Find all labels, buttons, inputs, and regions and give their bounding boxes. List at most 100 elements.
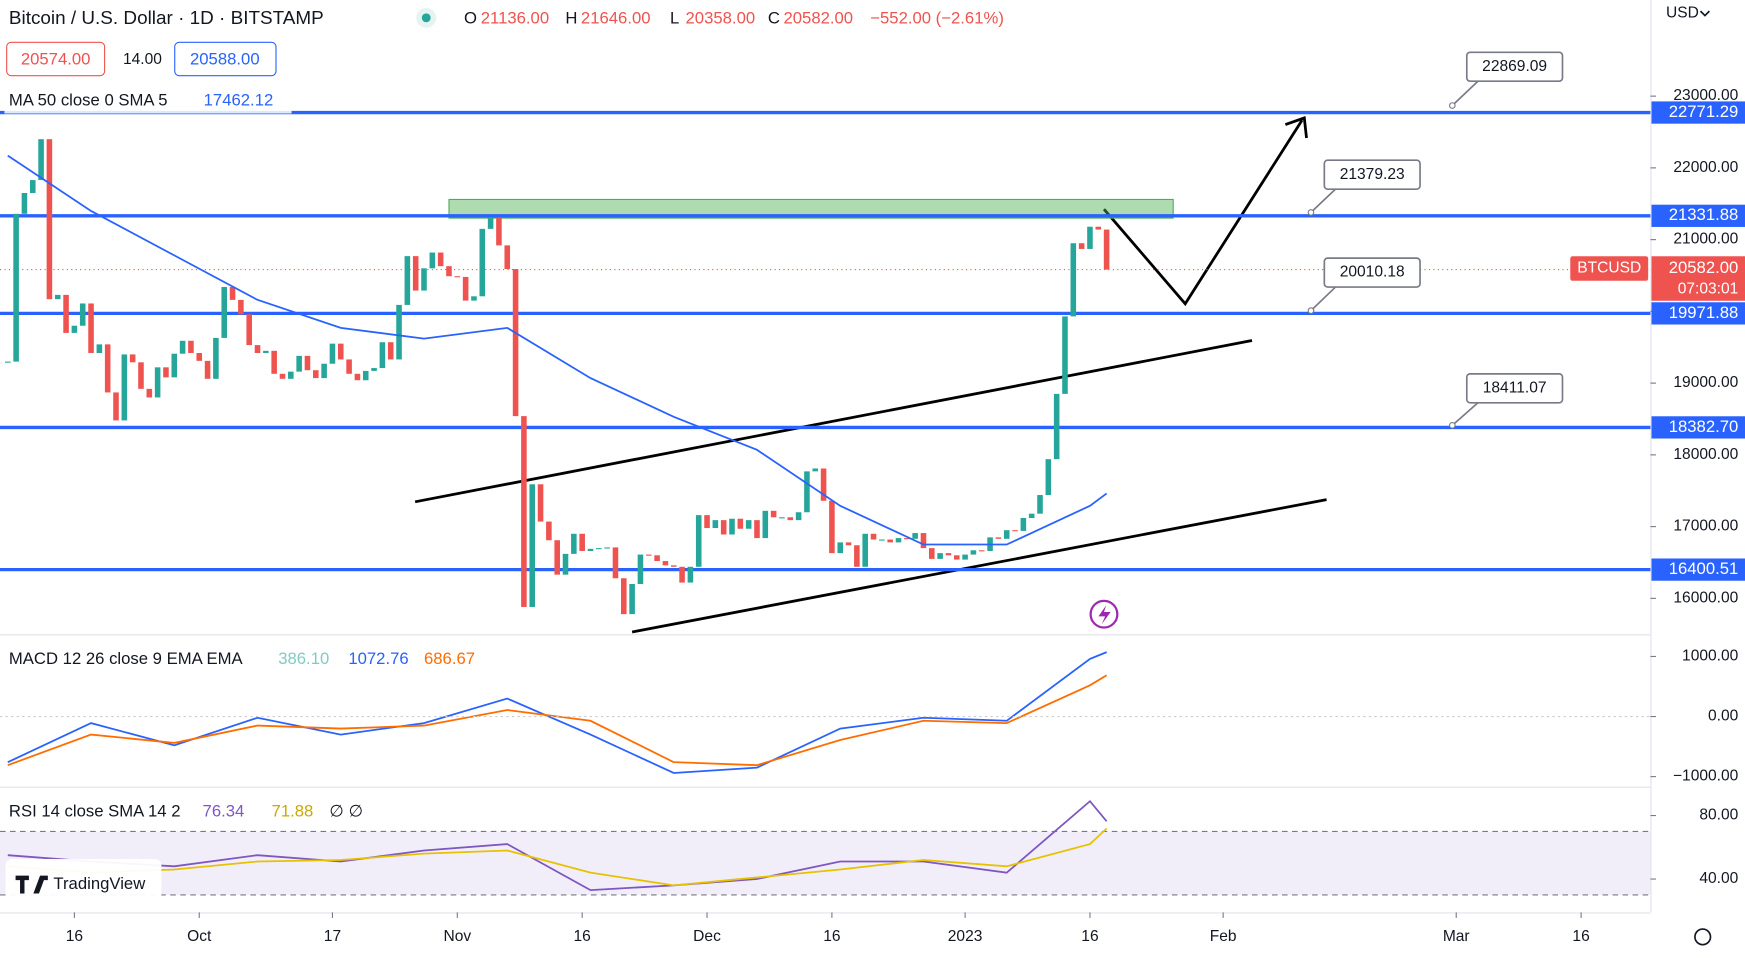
logo-box[interactable]: [5, 858, 162, 908]
ask-box[interactable]: [174, 41, 277, 77]
candle-body: [571, 533, 577, 554]
candle-body: [246, 314, 252, 346]
candle-body: [804, 471, 810, 513]
candle-body: [995, 537, 1002, 539]
candle-body: [662, 561, 669, 566]
candle-body: [1078, 243, 1085, 249]
candle-body: [929, 548, 935, 559]
symbol-tag: [1570, 256, 1649, 281]
candle-body: [762, 510, 769, 539]
y-tick-label: 40.00: [1699, 870, 1738, 887]
candle-body: [79, 303, 86, 326]
indicator-line: [7, 799, 1108, 892]
callout-box: [1323, 159, 1421, 190]
candle-body: [862, 533, 868, 567]
candle-body: [487, 218, 494, 229]
candle-body: [904, 538, 910, 540]
candle-body: [720, 520, 727, 535]
candle-body: [837, 542, 844, 554]
y-tick-label: −1000.00: [1673, 768, 1739, 785]
currency-selector[interactable]: USD: [1666, 4, 1699, 21]
x-tick-label: Dec: [693, 928, 721, 945]
x-tick-label: 16: [1081, 928, 1098, 945]
callout-leader: [1310, 188, 1337, 214]
candle-body: [179, 340, 186, 354]
candle-body: [21, 192, 28, 214]
callout-label: 18411.07: [1483, 379, 1547, 396]
candle-body: [854, 545, 860, 567]
candle-body: [529, 484, 536, 607]
callout-label: 20010.18: [1340, 264, 1405, 281]
candle-body: [63, 294, 69, 333]
candle-body: [462, 276, 469, 301]
candle-body: [704, 515, 710, 529]
moving-average: [7, 154, 1108, 546]
y-tick-label: 18000.00: [1673, 446, 1738, 463]
candle-body: [537, 484, 544, 522]
event-icon[interactable]: [1089, 599, 1119, 629]
candle-body: [745, 520, 752, 529]
x-tick-label: 16: [823, 928, 840, 945]
x-tick-label: 17: [324, 928, 341, 945]
indicator-line: [7, 651, 1107, 774]
last-price-label: 20582.00: [1669, 258, 1739, 277]
ohlc-value: 21136.00: [481, 8, 549, 27]
candle-body: [770, 510, 777, 518]
price-axis-bg: [1650, 0, 1745, 958]
level-tag: [1651, 416, 1745, 439]
candle-body: [912, 533, 918, 539]
countdown: 07:03:01: [1678, 281, 1739, 298]
candle-body: [1095, 226, 1102, 230]
candle-body: [479, 228, 486, 297]
spread: 14.00: [123, 51, 162, 68]
candle-body: [263, 350, 269, 353]
candle-body: [870, 533, 877, 540]
candle-body: [937, 553, 943, 559]
symbol-title[interactable]: Bitcoin / U.S. Dollar · 1D · BITSTAMP: [9, 8, 324, 29]
indicator-line: [7, 827, 1108, 887]
y-tick-label: 0.00: [1708, 708, 1739, 725]
candle-body: [587, 548, 594, 551]
branding: TradingView: [53, 874, 146, 893]
candle-body: [454, 276, 461, 278]
rsi-value: 76.34: [203, 802, 245, 821]
ohlc-value: 20358.00: [686, 8, 756, 27]
candle-body: [945, 553, 952, 556]
x-tick-label: Nov: [443, 928, 471, 945]
candle-body: [1045, 459, 1052, 496]
candle-body: [1003, 530, 1010, 539]
candle-body: [895, 538, 902, 543]
candle-body: [695, 515, 702, 567]
candle-body: [296, 355, 302, 372]
candle-body: [579, 533, 585, 551]
candle-body: [962, 554, 968, 560]
y-tick-label: 16000.00: [1673, 589, 1738, 606]
bid-box[interactable]: [6, 41, 106, 77]
candle-body: [737, 518, 744, 529]
candle-body: [446, 266, 452, 277]
candle-body: [129, 354, 136, 363]
trend-line: [414, 339, 1253, 504]
candle-body: [471, 296, 477, 301]
candle-body: [54, 294, 61, 300]
ohlc-key: C: [768, 8, 780, 27]
x-tick-label: 16: [66, 928, 83, 945]
logo-mark: [15, 875, 48, 894]
callout-box: [1465, 51, 1564, 83]
level-tag: [1651, 302, 1745, 325]
candle-body: [421, 268, 427, 291]
candle-body: [188, 340, 194, 353]
x-tick-label: 16: [1572, 928, 1589, 945]
candle-body: [171, 353, 178, 378]
candle-body: [1020, 517, 1027, 531]
ohlc-key: H: [565, 8, 577, 27]
rsi-band: [0, 831, 1651, 895]
callout-anchor: [1448, 102, 1456, 109]
candle-body: [288, 371, 294, 379]
ma-legend-value: 17462.12: [204, 91, 274, 110]
callout-label: 21379.23: [1340, 166, 1405, 183]
price-change: −552.00 (−2.61%): [870, 8, 1004, 27]
candle-body: [396, 304, 402, 360]
settings-icon[interactable]: [1694, 928, 1712, 946]
